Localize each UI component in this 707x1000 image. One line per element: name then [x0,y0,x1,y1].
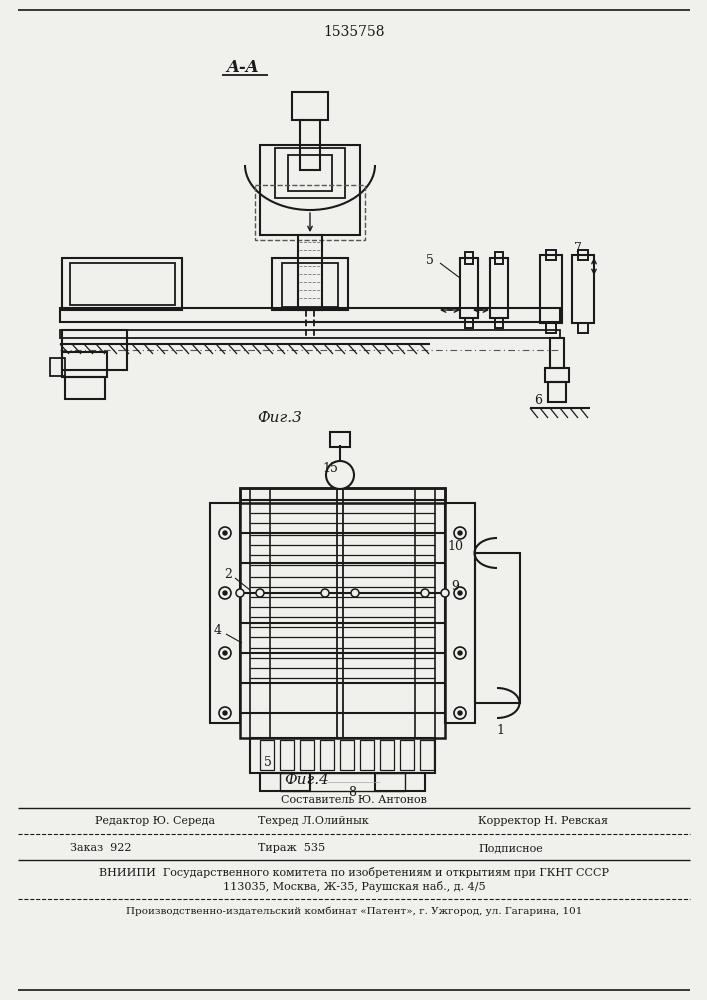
Bar [250,738,435,773]
Bar [260,145,360,235]
Circle shape [458,651,462,655]
Bar [240,488,445,738]
Bar [495,252,503,264]
Circle shape [458,711,462,715]
Bar [495,318,503,328]
Circle shape [458,531,462,535]
Bar [420,740,434,770]
Bar [550,338,564,368]
Bar [380,740,394,770]
Bar [400,740,414,770]
Bar [60,330,560,338]
Bar [50,358,65,376]
Bar [578,250,588,260]
Text: 10: 10 [447,540,463,554]
Text: 15: 15 [322,462,338,476]
Bar [292,92,328,120]
Circle shape [256,589,264,597]
Text: 5: 5 [426,253,434,266]
Circle shape [223,651,227,655]
Bar [70,263,175,305]
Text: Подписное: Подписное [478,843,543,853]
Text: 2: 2 [224,568,232,582]
Circle shape [219,707,231,719]
Bar [275,148,345,198]
Bar [548,382,566,402]
Bar [255,185,365,240]
Circle shape [223,531,227,535]
Bar [260,740,274,770]
Bar [320,740,334,770]
Text: Составитель Ю. Антонов: Составитель Ю. Антонов [281,795,427,805]
Text: 8: 8 [348,786,356,798]
Text: 113035, Москва, Ж-35, Раушская наб., д. 4/5: 113035, Москва, Ж-35, Раушская наб., д. … [223,882,485,892]
Bar [280,740,294,770]
Bar [540,255,562,323]
Circle shape [321,589,329,597]
Text: Техред Л.Олийнык: Техред Л.Олийнык [258,816,369,826]
Bar [360,740,374,770]
Circle shape [454,707,466,719]
Bar [298,235,322,310]
Bar [545,368,569,382]
Text: 4: 4 [214,624,222,637]
Bar [475,553,520,703]
Text: 1535758: 1535758 [323,25,385,39]
Bar [578,323,588,333]
Bar [60,308,560,322]
Circle shape [458,591,462,595]
Circle shape [219,587,231,599]
Bar [465,318,473,328]
Text: 1: 1 [496,724,504,736]
Bar [490,258,508,318]
Bar [546,250,556,260]
Bar [546,323,556,333]
Bar [210,503,240,723]
Bar [240,488,445,503]
Bar [288,155,332,191]
Text: Фиг.3: Фиг.3 [257,411,303,425]
Bar [300,120,320,170]
Circle shape [454,587,466,599]
Text: Фиг.4: Фиг.4 [284,773,329,787]
Text: Тираж  535: Тираж 535 [258,843,325,853]
Circle shape [219,647,231,659]
Bar [62,330,127,370]
Bar [62,352,107,377]
Circle shape [441,589,449,597]
Text: ВНИИПИ  Государственного комитета по изобретениям и открытиям при ГКНТ СССР: ВНИИПИ Государственного комитета по изоб… [99,867,609,879]
Text: A-A: A-A [227,60,259,77]
Circle shape [326,461,354,489]
Bar [340,740,354,770]
Text: Редактор Ю. Середа: Редактор Ю. Середа [95,816,215,826]
Bar [572,255,594,323]
Bar [282,263,338,307]
Circle shape [219,527,231,539]
Text: Корректор Н. Ревская: Корректор Н. Ревская [478,816,608,826]
Bar [445,503,475,723]
Bar [460,258,478,318]
Bar [280,773,405,791]
Bar [330,432,350,447]
Text: 5: 5 [264,756,272,768]
Circle shape [223,711,227,715]
Bar [260,773,310,791]
Circle shape [421,589,429,597]
Text: Производственно-издательский комбинат «Патент», г. Ужгород, ул. Гагарина, 101: Производственно-издательский комбинат «П… [126,906,582,916]
Text: 7: 7 [574,241,582,254]
Circle shape [236,589,244,597]
Bar [272,258,348,310]
Bar [65,377,105,399]
Bar [300,740,314,770]
Text: Заказ  922: Заказ 922 [70,843,132,853]
Circle shape [454,527,466,539]
Text: 6: 6 [534,393,542,406]
Bar [62,258,182,310]
Circle shape [223,591,227,595]
Circle shape [351,589,359,597]
Bar [465,252,473,264]
Circle shape [454,647,466,659]
Text: 9: 9 [451,580,459,593]
Bar [375,773,425,791]
